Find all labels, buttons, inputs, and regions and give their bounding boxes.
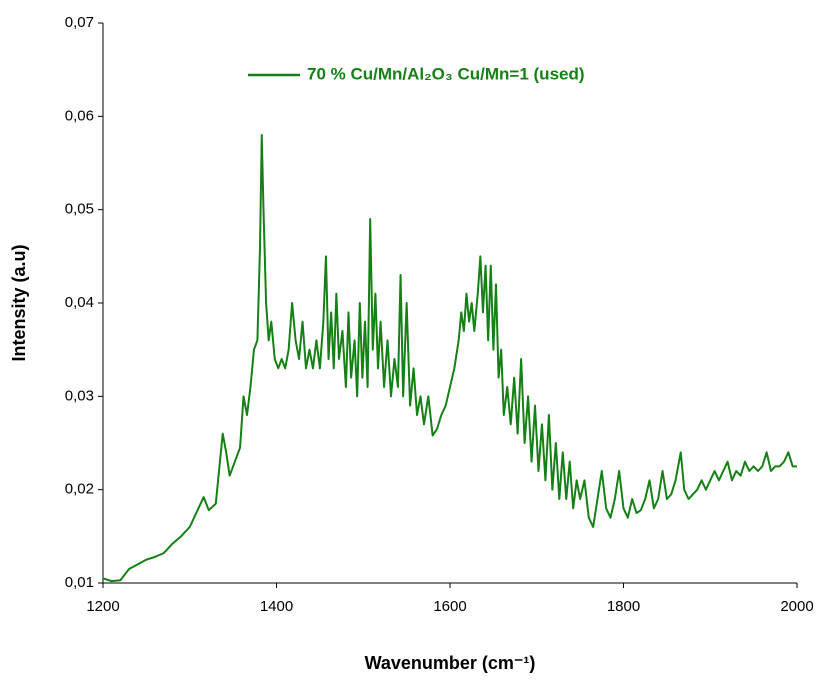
x-tick-label: 1800 <box>607 598 640 615</box>
y-tick-label: 0,05 <box>65 201 94 218</box>
y-tick-label: 0,01 <box>65 574 94 591</box>
data-line <box>102 134 797 583</box>
y-tick-label: 0,03 <box>65 387 94 404</box>
legend-text: 70 % Cu/Mn/Al₂O₃ Cu/Mn=1 (used) <box>307 64 585 83</box>
y-tick-label: 0,02 <box>65 481 94 498</box>
y-tick-label: 0,07 <box>65 14 94 31</box>
x-tick-label: 2000 <box>780 598 813 615</box>
x-axis-title: Wavenumber (cm⁻¹) <box>365 653 536 673</box>
x-tick-label: 1400 <box>260 598 293 615</box>
x-tick-label: 1200 <box>86 598 119 615</box>
y-axis-title: Intensity (a.u) <box>9 244 29 361</box>
x-tick-label: 1600 <box>433 598 466 615</box>
y-tick-label: 0,04 <box>65 294 94 311</box>
y-tick-label: 0,06 <box>65 107 94 124</box>
